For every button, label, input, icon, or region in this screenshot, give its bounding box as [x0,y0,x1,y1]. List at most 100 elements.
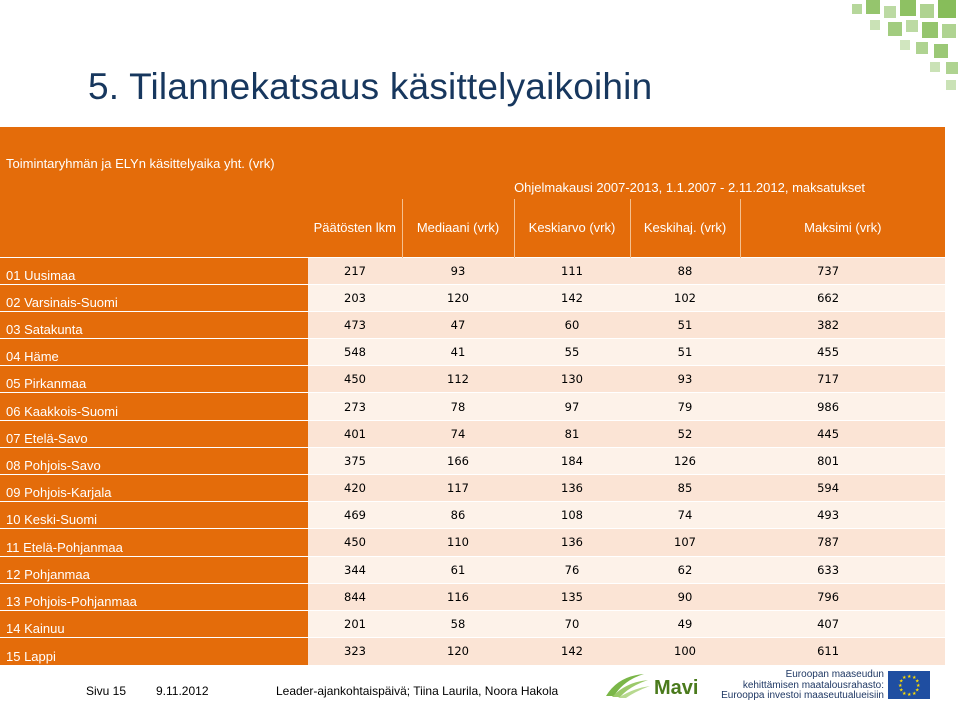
region-name: 11 Etelä-Pohjanmaa [0,528,308,557]
table-cell: 93 [630,365,740,393]
table-row: 11 Etelä-Pohjanmaa 450 110 136 107 787 [0,528,946,557]
table-cell: 61 [402,555,514,584]
table-cell: 111 [514,256,630,285]
region-name: 09 Pohjois-Karjala [0,473,308,502]
svg-text:★: ★ [907,692,912,698]
region-name: 08 Pohjois-Savo [0,446,308,475]
table-row: 15 Lappi 323 120 142 100 611 [0,637,946,665]
svg-text:★: ★ [899,688,904,694]
svg-text:★: ★ [899,679,904,685]
table-cell: 611 [740,637,946,665]
column-header: Mediaani (vrk) [402,199,515,257]
table-cell: 90 [630,582,740,611]
svg-text:★: ★ [912,691,917,697]
table-row: 07 Etelä-Savo 401 74 81 52 445 [0,419,946,448]
table-row: 09 Pohjois-Karjala 420 117 136 85 594 [0,473,946,502]
table-cell: 85 [630,473,740,502]
table-cell: 407 [740,609,946,638]
footer-date: 9.11.2012 [156,684,209,698]
table-cell: 102 [630,283,740,312]
table-cell: 184 [514,446,630,475]
table-row: 10 Keski-Suomi 469 86 108 74 493 [0,501,946,529]
table-cell: 201 [308,609,402,638]
table-row: 13 Pohjois-Pohjanmaa 844 116 135 90 796 [0,582,946,611]
svg-text:★: ★ [907,674,912,680]
svg-text:★: ★ [915,679,920,685]
table-cell: 81 [514,419,630,448]
table-cell: 493 [740,501,946,529]
table-cell: 136 [514,473,630,502]
table-cell: 382 [740,310,946,339]
region-name: 12 Pohjanmaa [0,555,308,584]
table-row: 12 Pohjanmaa 344 61 76 62 633 [0,555,946,584]
table-cell: 986 [740,392,946,421]
table-cell: 51 [630,338,740,366]
table-cell: 74 [402,419,514,448]
table-cell: 49 [630,609,740,638]
table-row: 08 Pohjois-Savo 375 166 184 126 801 [0,446,946,475]
mavi-logo-icon: Mavi [604,668,700,700]
table-body: 01 Uusimaa 217 93 111 88 737 02 Varsinais-Suom… [0,256,946,665]
region-name: 15 Lappi [0,637,308,665]
region-name: 10 Keski-Suomi [0,501,308,529]
table-cell: 100 [630,637,740,665]
table-cell: 78 [402,392,514,421]
group-header: Ohjelmakausi 2007-2013, 1.1.2007 - 2.11.… [308,127,946,199]
table-cell: 135 [514,582,630,611]
svg-text:★: ★ [916,683,921,689]
svg-text:★: ★ [912,675,917,681]
table-row: 02 Varsinais-Suomi 203 120 142 102 662 [0,283,946,312]
table-cell: 55 [514,338,630,366]
region-name: 07 Etelä-Savo [0,419,308,448]
table-cell: 117 [402,473,514,502]
table-cell: 51 [630,310,740,339]
column-header: Keskiarvo (vrk) [514,199,631,257]
table-cell: 203 [308,283,402,312]
svg-text:★: ★ [915,688,920,694]
table-cell: 717 [740,365,946,393]
table-cell: 787 [740,528,946,557]
table-cell: 93 [402,256,514,285]
table-cell: 633 [740,555,946,584]
column-header: Keskihaj. (vrk) [630,199,741,257]
table-cell: 323 [308,637,402,665]
table-cell: 136 [514,528,630,557]
table-cell: 594 [740,473,946,502]
page-number: Sivu 15 [86,684,127,698]
table-cell: 273 [308,392,402,421]
table-cell: 52 [630,419,740,448]
table-cell: 801 [740,446,946,475]
mavi-logo-text: Mavi [654,677,698,699]
processing-time-table: Toimintaryhmän ja ELYn käsittelyaika yht… [0,127,946,665]
region-name: 14 Kainuu [0,609,308,638]
table-cell: 796 [740,582,946,611]
table-cell: 344 [308,555,402,584]
table-cell: 473 [308,310,402,339]
table-cell: 375 [308,446,402,475]
table-cell: 217 [308,256,402,285]
column-header: Päätösten lkm [308,199,403,257]
table-cell: 97 [514,392,630,421]
table-row: 01 Uusimaa 217 93 111 88 737 [0,256,946,285]
table-cell: 110 [402,528,514,557]
table-cell: 420 [308,473,402,502]
table-cell: 47 [402,310,514,339]
table-cell: 469 [308,501,402,529]
table-cell: 86 [402,501,514,529]
page-title: 5. Tilannekatsaus käsittelyaikoihin [88,66,653,107]
table-cell: 142 [514,283,630,312]
table-cell: 548 [308,338,402,366]
table-cell: 58 [402,609,514,638]
table-cell: 120 [402,283,514,312]
table-cell: 41 [402,338,514,366]
eu-fund-text: Euroopan maaseudun kehittämisen maatalou… [714,669,884,702]
table-cell: 130 [514,365,630,393]
table-cell: 108 [514,501,630,529]
table-cell: 450 [308,528,402,557]
region-name: 04 Häme [0,338,308,366]
region-name: 03 Satakunta [0,310,308,339]
table-row: 06 Kaakkois-Suomi 273 78 97 79 986 [0,392,946,421]
eu-line: Eurooppa investoi maaseutualueisiin [721,690,884,701]
table-cell: 70 [514,609,630,638]
table-cell: 166 [402,446,514,475]
